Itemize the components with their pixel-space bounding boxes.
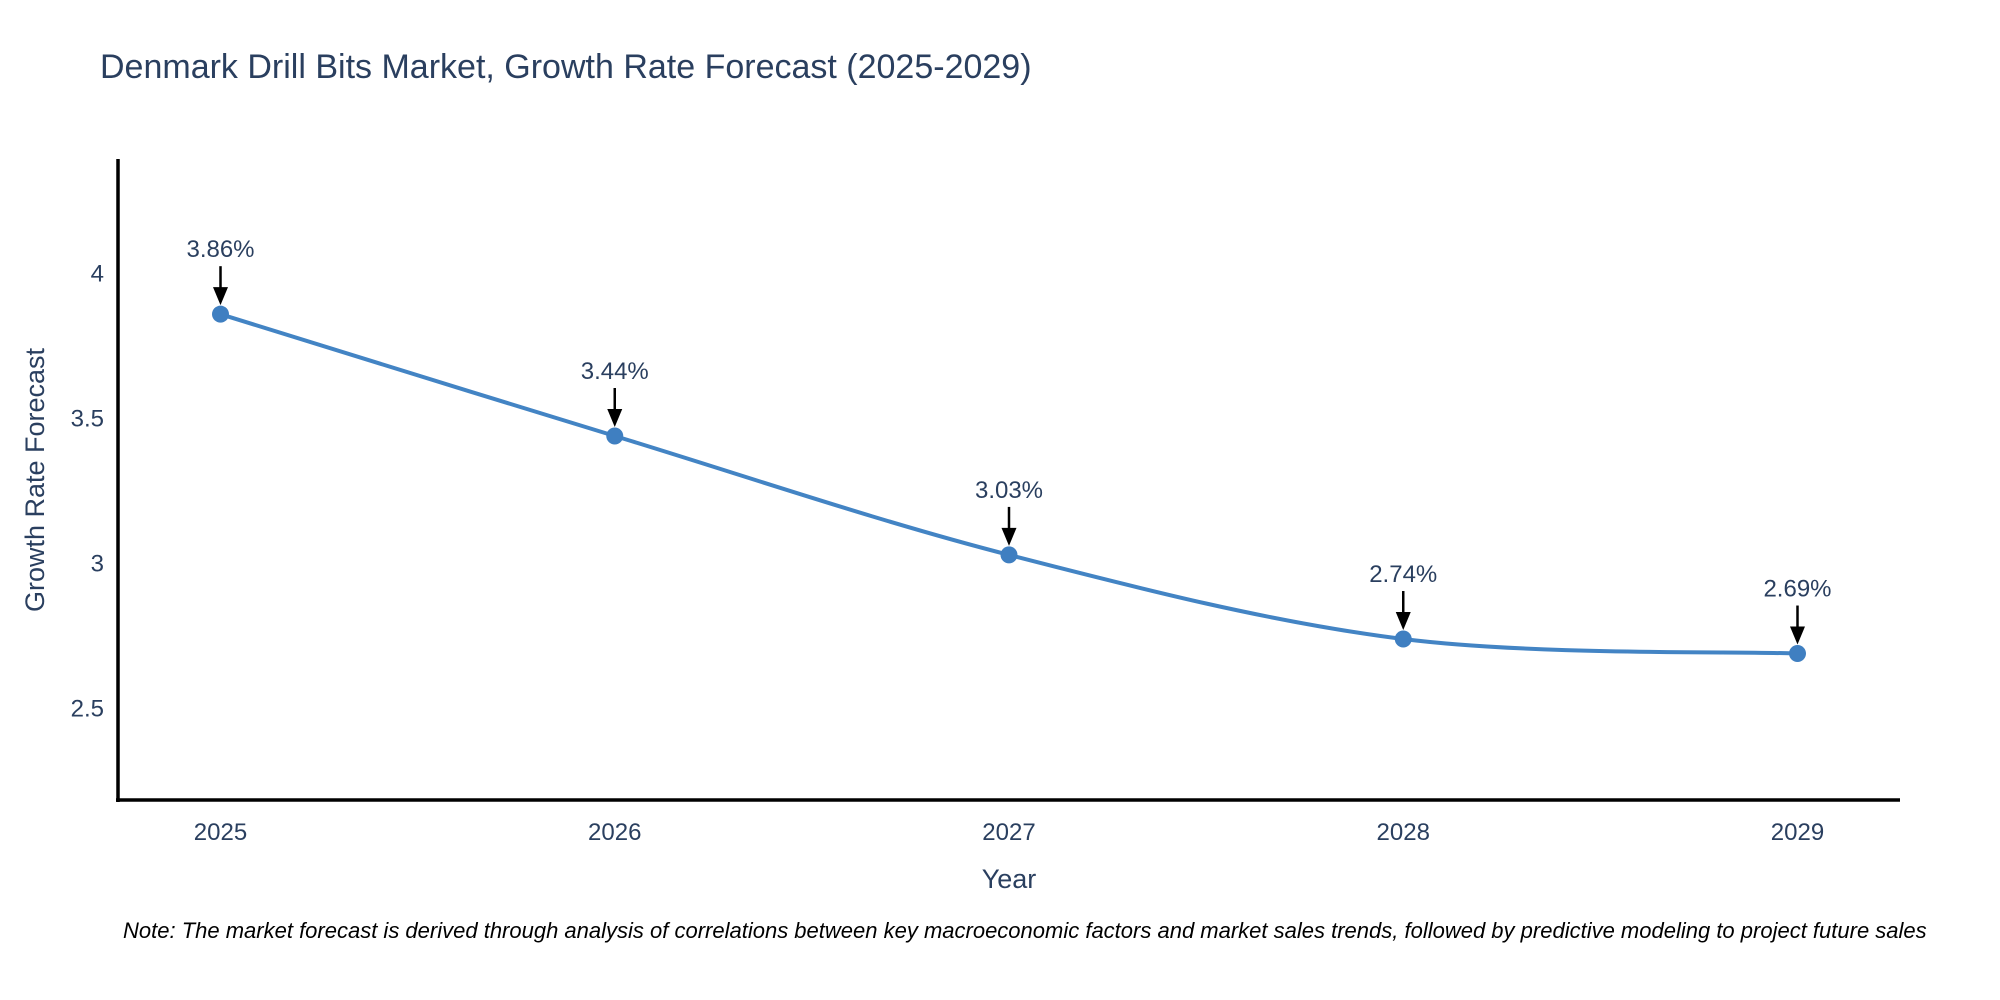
plot-area: 2.5 3 3.5 4 2025 2026 2027 2028 2029 3.86% 3.44% 3.… [71, 159, 1900, 846]
annotation-arrowhead-icon [213, 287, 229, 306]
chart-title: Denmark Drill Bits Market, Growth Rate F… [100, 48, 1032, 86]
x-tick-label: 2025 [194, 819, 247, 846]
y-axis-title: Growth Rate Forecast [20, 347, 50, 612]
y-tick-label: 4 [91, 261, 104, 288]
annotation-arrowhead-icon [1395, 612, 1411, 631]
x-tick-label: 2027 [982, 819, 1035, 846]
annotation-arrowhead-icon [1001, 527, 1017, 546]
y-tick-label: 3 [91, 551, 104, 578]
annotation-arrowhead-icon [607, 408, 623, 427]
data-point[interactable] [1788, 645, 1806, 663]
annotation-arrowhead-icon [1789, 626, 1805, 645]
point-value-label: 3.44% [581, 358, 649, 385]
point-value-label: 3.86% [186, 236, 254, 263]
y-tick-label: 2.5 [71, 696, 104, 723]
footnote: Note: The market forecast is derived thr… [123, 918, 1927, 943]
x-axis-title: Year [982, 864, 1037, 894]
data-point[interactable] [1000, 546, 1018, 564]
x-tick-label: 2029 [1771, 819, 1824, 846]
point-value-label: 2.69% [1763, 576, 1831, 603]
x-tick-label: 2028 [1377, 819, 1430, 846]
data-point[interactable] [606, 427, 624, 445]
x-tick-label: 2026 [588, 819, 641, 846]
point-value-label: 2.74% [1369, 561, 1437, 588]
y-tick-label: 3.5 [71, 406, 104, 433]
data-point[interactable] [212, 305, 230, 323]
point-value-label: 3.03% [975, 477, 1043, 504]
data-point[interactable] [1394, 630, 1412, 648]
